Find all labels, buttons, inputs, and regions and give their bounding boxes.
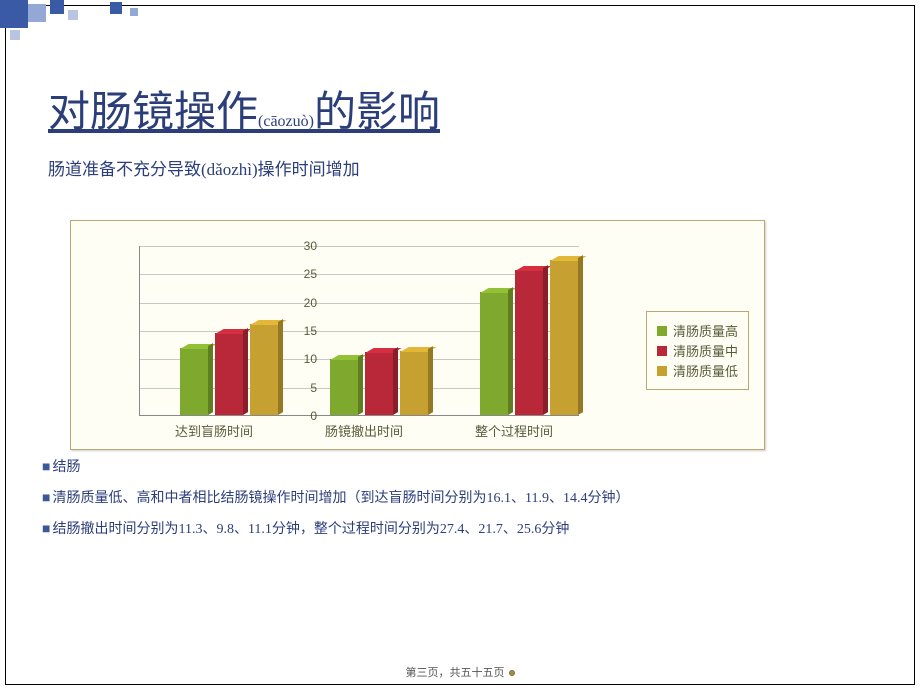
chart-legend: 清肠质量高清肠质量中清肠质量低	[646, 311, 749, 390]
chart-bar	[215, 333, 243, 415]
chart-bar	[250, 324, 278, 415]
y-tick-label: 20	[304, 296, 317, 310]
y-tick-label: 15	[304, 324, 317, 338]
legend-swatch	[657, 326, 667, 336]
subtitle: 肠道准备不充分导致(dǎozhì)操作时间增加	[48, 155, 360, 180]
chart-bar	[550, 260, 578, 415]
y-tick-label: 30	[304, 239, 317, 253]
chart-bar	[330, 359, 358, 415]
grid-line	[140, 331, 579, 332]
legend-item: 清肠质量中	[657, 341, 738, 360]
grid-line	[140, 303, 579, 304]
footer-dot-icon	[509, 670, 515, 676]
title-part2: 的影响	[314, 90, 440, 136]
bullet-item: ■清肠质量低、高和中者相比结肠镜操作时间增加（到达盲肠时间分别为16.1、11.…	[42, 484, 629, 515]
page-title: 对肠镜操作(cāozuò)的影响	[48, 78, 440, 139]
page-footer: 第三页，共五十五页	[0, 664, 920, 680]
legend-item: 清肠质量低	[657, 361, 738, 380]
chart-bar	[480, 292, 508, 415]
legend-swatch	[657, 346, 667, 356]
bullet-item: ■结肠	[42, 453, 629, 484]
chart-bar	[400, 351, 428, 415]
y-tick-label: 5	[310, 381, 317, 395]
title-pinyin: (cāozuò)	[258, 113, 314, 130]
bullet-text: 清肠质量低、高和中者相比结肠镜操作时间增加（到达盲肠时间分别为16.1、11.9…	[52, 491, 629, 506]
corner-decoration	[0, 0, 160, 38]
square-bullet-icon: ■	[42, 491, 50, 506]
bullet-text: 结肠撤出时间分别为11.3、9.8、11.1分钟，整个过程时间分别为27.4、2…	[52, 522, 569, 537]
legend-label: 清肠质量低	[673, 361, 738, 380]
bullet-text: 结肠	[52, 460, 80, 475]
y-tick-label: 0	[310, 409, 317, 423]
legend-item: 清肠质量高	[657, 321, 738, 340]
grid-line	[140, 246, 579, 247]
legend-label: 清肠质量中	[673, 341, 738, 360]
bar-chart: 清肠质量高清肠质量中清肠质量低 0 5 10 15 20 25 30 达到盲肠时间 肠镜撤出时间…	[70, 220, 765, 450]
x-tick-label: 达到盲肠时间	[175, 421, 253, 440]
title-part1: 对肠镜操作	[48, 90, 258, 136]
deco-square	[68, 10, 78, 20]
bullet-item: ■结肠撤出时间分别为11.3、9.8、11.1分钟，整个过程时间分别为27.4、…	[42, 515, 629, 546]
chart-bar	[365, 352, 393, 415]
deco-square	[10, 30, 20, 40]
y-tick-label: 10	[304, 352, 317, 366]
x-tick-label: 整个过程时间	[475, 421, 553, 440]
square-bullet-icon: ■	[42, 460, 50, 475]
footer-text: 第三页，共五十五页	[406, 667, 505, 679]
chart-bar	[180, 348, 208, 415]
deco-square	[110, 2, 122, 14]
deco-square	[28, 4, 46, 22]
y-tick-label: 25	[304, 267, 317, 281]
square-bullet-icon: ■	[42, 522, 50, 537]
deco-square	[50, 0, 64, 14]
bullet-list: ■结肠■清肠质量低、高和中者相比结肠镜操作时间增加（到达盲肠时间分别为16.1、…	[42, 453, 629, 545]
legend-label: 清肠质量高	[673, 321, 738, 340]
chart-bar	[515, 270, 543, 415]
legend-swatch	[657, 366, 667, 376]
deco-square	[130, 8, 138, 16]
grid-line	[140, 274, 579, 275]
deco-square	[0, 0, 28, 28]
chart-plot-area	[139, 246, 579, 416]
x-tick-label: 肠镜撤出时间	[325, 421, 403, 440]
